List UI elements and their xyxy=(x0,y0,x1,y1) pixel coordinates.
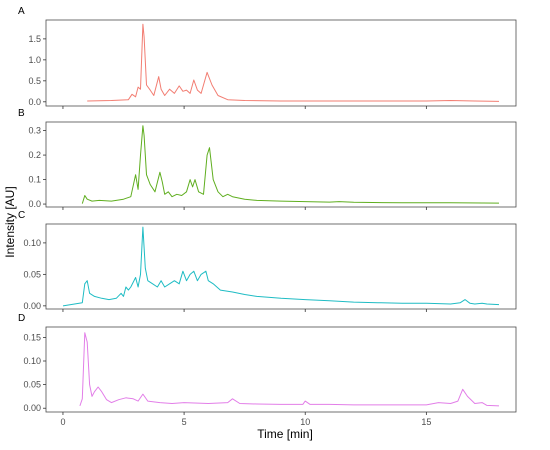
panel-frame xyxy=(45,121,517,208)
y-tick-label: 0.3 xyxy=(28,126,41,136)
y-tick-label: 0.1 xyxy=(28,175,41,185)
series-line-c xyxy=(62,226,500,307)
series-line-a xyxy=(87,23,500,102)
panel-label: A xyxy=(18,6,25,17)
x-tick-label: 10 xyxy=(300,417,310,427)
panel-d: D 0.00 0.05 0.10 0.15 0 5 10 15 xyxy=(18,313,517,427)
panel-label: D xyxy=(18,313,25,324)
panels: A0.00.51.01.5B0.00.10.20.3C0.000.050.10D… xyxy=(18,6,517,427)
y-tick-label: 0.00 xyxy=(23,301,41,311)
panel-c: C 0.00 0.05 0.10 xyxy=(18,210,517,312)
y-tick-label: 0.10 xyxy=(23,238,41,248)
series-line-d xyxy=(79,332,500,407)
y-tick-label: 0.2 xyxy=(28,150,41,160)
y-tick-label: 0.0 xyxy=(28,199,41,209)
x-tick-label: 5 xyxy=(182,417,187,427)
panel-frame xyxy=(45,326,517,413)
y-tick-label: 1.0 xyxy=(28,55,41,65)
y-tick-label: 0.5 xyxy=(28,76,41,86)
y-axis-label: Intensity [AU] xyxy=(3,186,17,257)
x-tick-label: 15 xyxy=(421,417,431,427)
y-tick-label: 0.15 xyxy=(23,332,41,342)
series-line-b xyxy=(81,125,500,204)
panel-label: C xyxy=(18,210,25,221)
y-tick-label: 0.00 xyxy=(23,403,41,413)
x-tick-label: 0 xyxy=(60,417,65,427)
y-tick-label: 0.05 xyxy=(23,380,41,390)
panel-b: B 0.0 0.1 0.2 0.3 xyxy=(18,108,517,210)
y-tick-label: 0.05 xyxy=(23,269,41,279)
panel-a: A 0.0 0.5 1.0 1.5 xyxy=(18,6,517,109)
panel-frame xyxy=(45,19,517,107)
x-axis-label: Time [min] xyxy=(257,427,313,441)
y-tick-label: 1.5 xyxy=(28,34,41,44)
y-tick-label: 0.10 xyxy=(23,356,41,366)
panel-frame xyxy=(45,223,517,310)
y-tick-label: 0.0 xyxy=(28,97,41,107)
panel-label: B xyxy=(18,108,25,119)
